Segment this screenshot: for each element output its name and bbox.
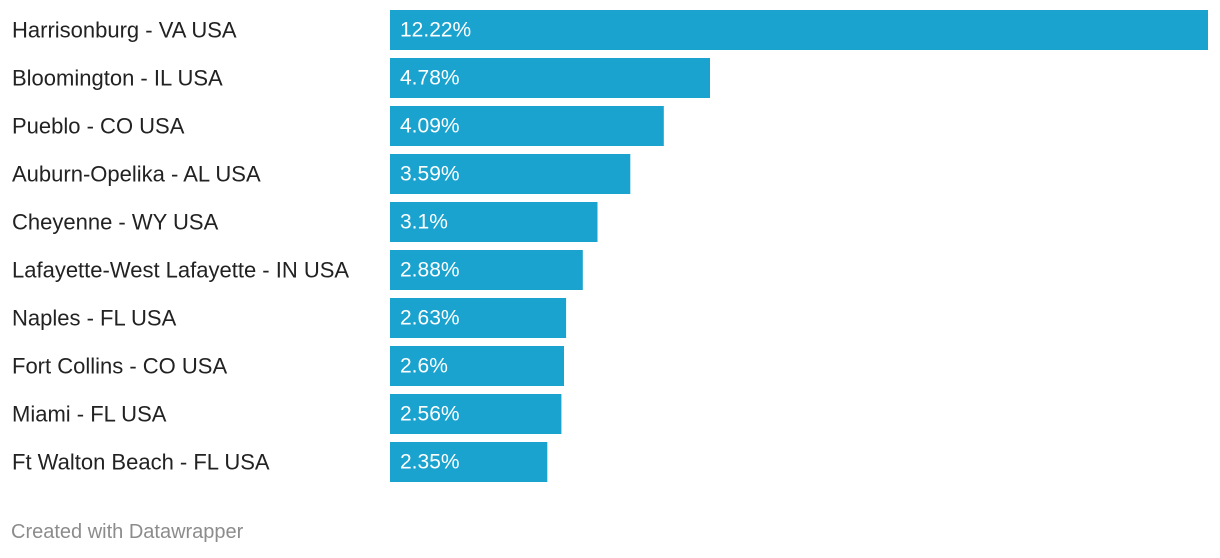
- bars-group: Harrisonburg - VA USA 12.22% Bloomington -…: [12, 10, 1208, 482]
- bar: [390, 106, 664, 146]
- value-label: 3.59%: [400, 163, 460, 186]
- category-label: Cheyenne - WY USA: [12, 210, 219, 235]
- category-label: Miami - FL USA: [12, 402, 167, 427]
- category-label: Fort Collins - CO USA: [12, 354, 227, 379]
- category-label: Naples - FL USA: [12, 306, 177, 331]
- category-label: Auburn-Opelika - AL USA: [12, 162, 261, 187]
- bar: [390, 442, 548, 482]
- category-label: Pueblo - CO USA: [12, 114, 185, 139]
- bar: [390, 298, 567, 338]
- value-label: 2.63%: [400, 307, 460, 330]
- value-label: 3.1%: [400, 211, 448, 234]
- bar: [390, 58, 710, 98]
- bar: [390, 154, 631, 194]
- value-label: 2.56%: [400, 403, 460, 426]
- bar-chart: Harrisonburg - VA USA 12.22% Bloomington -…: [12, 10, 1208, 482]
- bar: [390, 394, 562, 434]
- category-label: Bloomington - IL USA: [12, 66, 223, 91]
- category-label: Ft Walton Beach - FL USA: [12, 450, 270, 475]
- bar: [390, 346, 564, 386]
- bar: [390, 10, 1208, 50]
- value-label: 2.35%: [400, 451, 460, 474]
- bar: [390, 202, 598, 242]
- value-label: 2.6%: [400, 355, 448, 378]
- value-label: 4.78%: [400, 67, 460, 90]
- chart-credit: Created with Datawrapper: [11, 521, 244, 543]
- value-label: 12.22%: [400, 19, 471, 42]
- value-label: 2.88%: [400, 259, 460, 282]
- bar: [390, 250, 583, 290]
- category-label: Lafayette-West Lafayette - IN USA: [12, 258, 349, 283]
- value-label: 4.09%: [400, 115, 460, 138]
- category-label: Harrisonburg - VA USA: [12, 18, 237, 43]
